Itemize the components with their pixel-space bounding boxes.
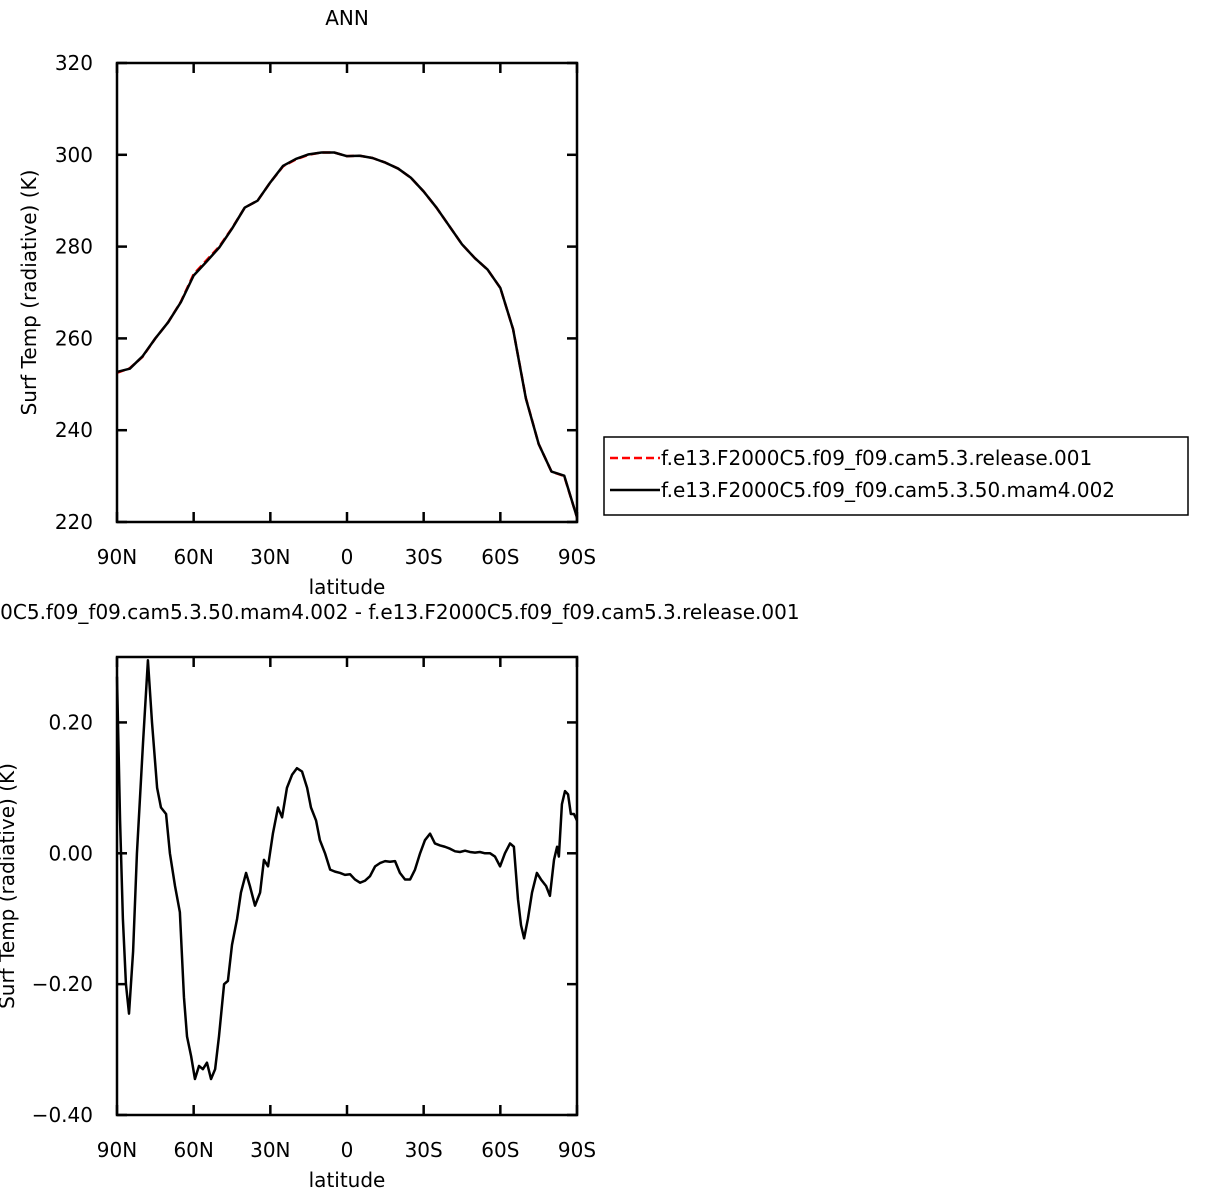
y-axis-label: Surf Temp (radiative) (K) xyxy=(17,170,41,416)
y-tick-label: −0.40 xyxy=(32,1103,93,1127)
x-tick-label: 90S xyxy=(558,545,596,569)
x-tick-label: 0 xyxy=(341,1138,354,1162)
y-tick-label: 0.20 xyxy=(48,710,93,734)
data-line xyxy=(115,659,579,1081)
y-tick-label: 260 xyxy=(55,326,93,350)
x-tick-label: 60N xyxy=(173,1138,213,1162)
legend-label: f.e13.F2000C5.f09_f09.cam5.3.release.001 xyxy=(661,446,1092,470)
data-line xyxy=(116,151,579,518)
y-tick-label: 0.00 xyxy=(48,841,93,865)
x-tick-label: 90S xyxy=(558,1138,596,1162)
x-axis-label: latitude xyxy=(309,575,386,599)
x-tick-label: 60S xyxy=(481,545,519,569)
x-tick-label: 30S xyxy=(405,545,443,569)
x-axis-label: latitude xyxy=(309,1168,386,1192)
y-tick-label: 300 xyxy=(55,143,93,167)
x-tick-label: 30S xyxy=(405,1138,443,1162)
x-tick-label: 90N xyxy=(97,545,137,569)
x-tick-label: 90N xyxy=(97,1138,137,1162)
data-line xyxy=(116,151,579,518)
y-tick-label: 240 xyxy=(55,418,93,442)
legend-label: f.e13.F2000C5.f09_f09.cam5.3.50.mam4.002 xyxy=(661,478,1115,502)
chart-title: ANN xyxy=(325,6,369,30)
y-tick-label: 320 xyxy=(55,51,93,75)
y-tick-label: −0.20 xyxy=(32,972,93,996)
plot-frame xyxy=(115,655,579,1117)
x-tick-label: 0 xyxy=(341,545,354,569)
x-tick-label: 30N xyxy=(250,1138,290,1162)
x-tick-label: 60S xyxy=(481,1138,519,1162)
y-tick-label: 280 xyxy=(55,235,93,259)
chart-title: f.e13.F2000C5.f09_f09.cam5.3.50.mam4.002… xyxy=(0,600,800,624)
y-axis-label: Surf Temp (radiative) (K) xyxy=(0,763,19,1009)
x-tick-label: 60N xyxy=(173,545,213,569)
y-tick-label: 220 xyxy=(55,510,93,534)
legend-box xyxy=(603,436,1189,516)
x-tick-label: 30N xyxy=(250,545,290,569)
